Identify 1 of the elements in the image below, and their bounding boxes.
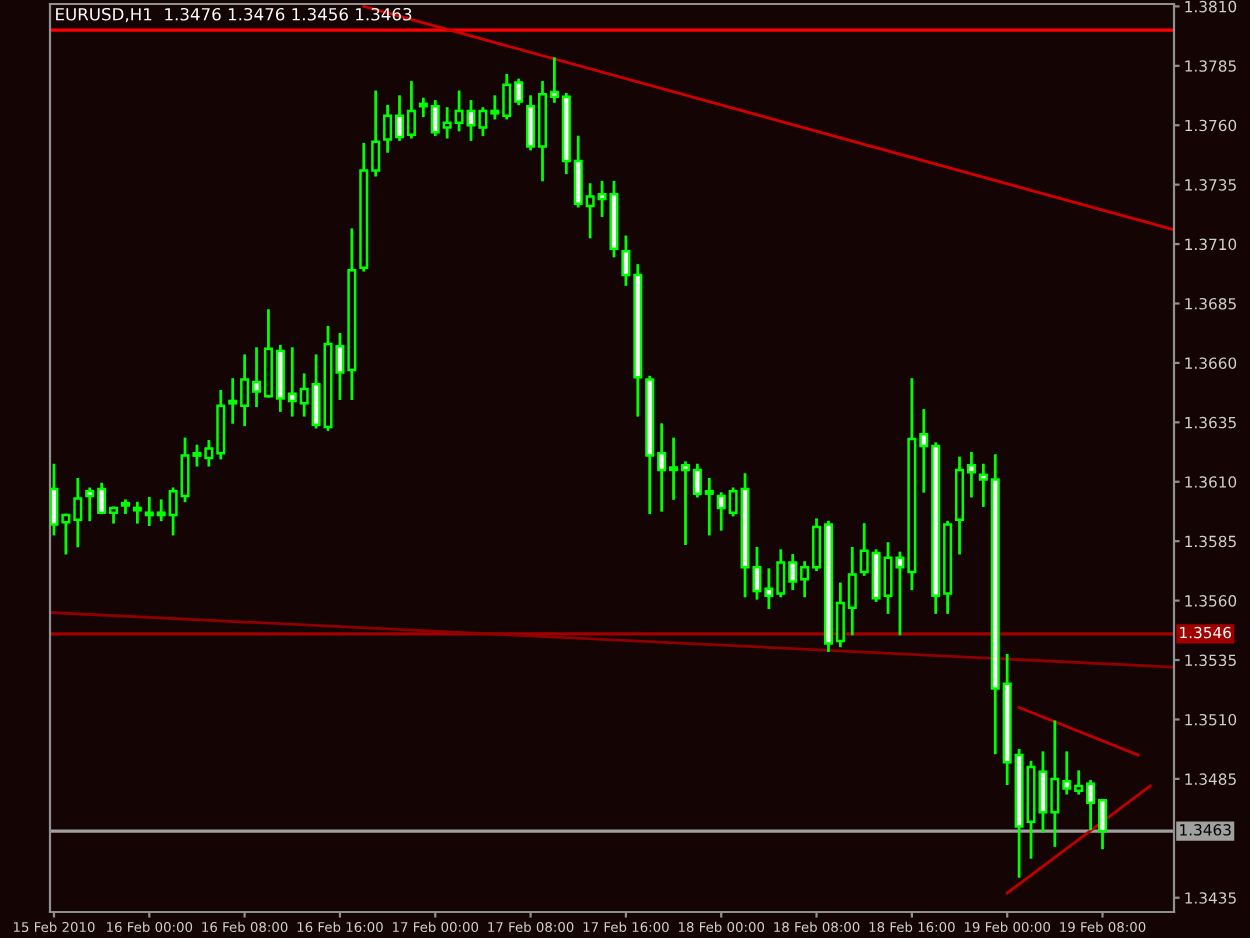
candlestick [120,499,130,515]
